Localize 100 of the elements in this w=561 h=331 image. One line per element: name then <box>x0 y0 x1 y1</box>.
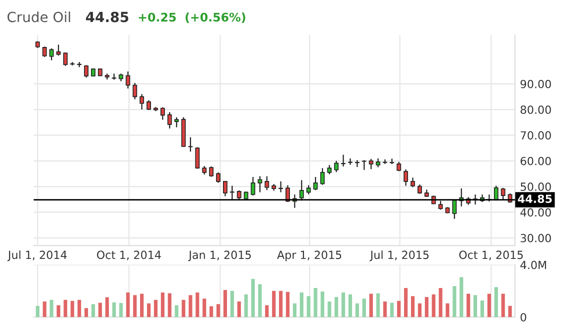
candlestick <box>230 185 234 200</box>
bar <box>174 305 178 318</box>
bar <box>119 302 123 318</box>
bar <box>147 303 151 318</box>
bar <box>133 295 137 318</box>
x-tick-label: Jan 1, 2015 <box>188 250 251 262</box>
bar <box>202 298 206 318</box>
bar <box>508 306 512 318</box>
bar <box>404 288 408 318</box>
candlestick <box>63 52 68 66</box>
bar <box>314 288 318 318</box>
bar <box>160 292 164 318</box>
candlestick <box>132 82 138 100</box>
bar <box>168 293 172 318</box>
candlestick <box>354 160 360 168</box>
bar <box>397 300 401 318</box>
candlestick <box>348 158 352 166</box>
bar <box>452 286 456 318</box>
candlestick <box>299 180 304 202</box>
bar <box>348 294 352 318</box>
bar <box>105 297 109 318</box>
bar <box>36 306 40 318</box>
y-tick-label: 50.00 <box>520 182 551 191</box>
bar <box>223 290 227 318</box>
bar <box>216 304 220 318</box>
candlestick <box>341 154 346 168</box>
bar <box>50 300 54 318</box>
y-tick-label: 30.00 <box>520 234 551 242</box>
candlestick <box>209 166 214 178</box>
candlestick <box>313 176 318 191</box>
candlestick <box>42 46 47 58</box>
y-tick-label: 70.00 <box>520 131 551 140</box>
bar <box>196 292 200 318</box>
candlestick <box>362 160 366 170</box>
bar <box>70 300 74 318</box>
y-tick-label: 0 <box>520 313 526 322</box>
bar <box>501 294 505 318</box>
candlestick <box>404 168 408 186</box>
bar <box>42 302 46 318</box>
candlestick <box>140 94 144 110</box>
bar <box>369 294 373 318</box>
bar <box>418 303 422 318</box>
bar <box>355 303 359 318</box>
text: +0.25 <box>138 12 176 22</box>
candlestick <box>500 187 506 200</box>
candlestick <box>264 176 270 191</box>
candlestick <box>222 180 228 197</box>
bar <box>237 302 241 318</box>
bar <box>278 290 283 318</box>
bar <box>328 302 332 318</box>
bar <box>292 303 296 318</box>
bar <box>438 288 442 318</box>
candlestick <box>56 44 61 56</box>
x-tick-label: Oct 1, 2014 <box>96 250 161 260</box>
bar <box>474 295 478 318</box>
chart-title: Crude Oil <box>8 11 70 22</box>
y-tick-label: 80.00 <box>520 106 551 114</box>
bar <box>84 308 88 318</box>
bar <box>78 300 82 318</box>
bar <box>306 296 310 318</box>
candlestick <box>320 168 325 186</box>
bar <box>300 292 304 318</box>
x-tick-label: Jul 1, 2014 <box>7 250 67 262</box>
x-tick-label: Apr 1, 2015 <box>277 250 342 262</box>
bar <box>265 305 269 318</box>
candlestick <box>160 106 165 120</box>
y-tick-label: 90.00 <box>520 80 551 88</box>
bar <box>466 294 470 318</box>
bar <box>258 284 262 318</box>
bar <box>424 296 428 318</box>
candlestick <box>126 70 130 90</box>
y-tick-label: 60.00 <box>520 156 551 166</box>
bar <box>251 278 255 318</box>
candlestick <box>334 160 339 173</box>
candlestick <box>188 136 193 152</box>
bar <box>286 292 290 318</box>
bar <box>244 294 248 318</box>
bar <box>480 300 484 318</box>
ref-line-label: 44.85 <box>518 194 552 203</box>
bar <box>446 303 450 318</box>
bar <box>182 300 186 318</box>
y-tick-label: 40.00 <box>520 208 551 217</box>
x-tick-label: Oct 1, 2015 <box>459 250 523 260</box>
candlestick <box>258 176 262 193</box>
y-tick-label: 4.0M <box>520 260 546 270</box>
candlestick <box>216 172 220 184</box>
bar <box>272 290 276 318</box>
candlestick <box>278 180 283 193</box>
bar <box>487 294 491 318</box>
x-tick-label: Jul 1, 2015 <box>370 250 429 262</box>
bar <box>188 295 192 318</box>
candlestick <box>167 112 172 130</box>
bar <box>64 300 68 318</box>
candlestick <box>236 190 242 200</box>
candlestick <box>368 158 374 170</box>
bar <box>56 305 60 318</box>
bar <box>210 306 214 318</box>
candlestick <box>84 64 88 78</box>
bar <box>126 292 130 318</box>
bar <box>91 304 95 318</box>
